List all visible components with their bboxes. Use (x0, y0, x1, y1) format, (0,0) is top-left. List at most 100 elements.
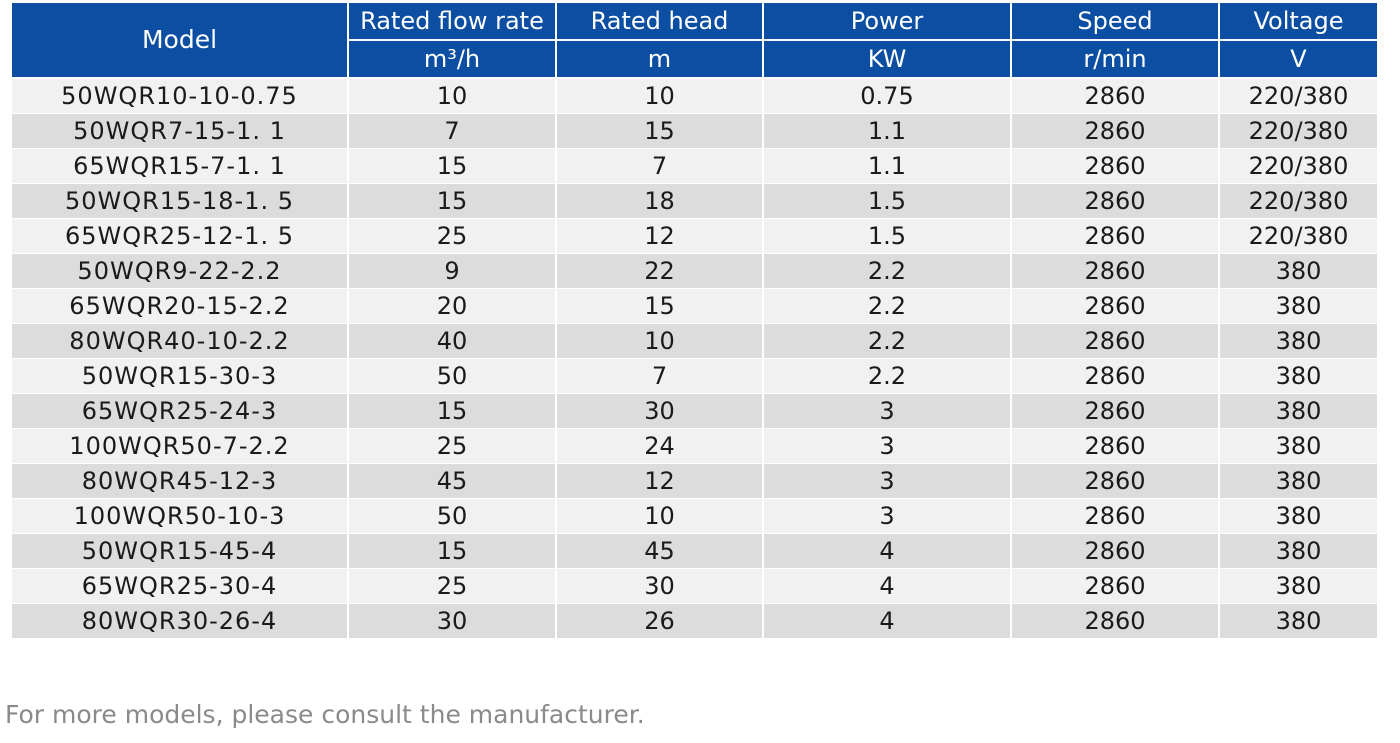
head-cell: 15 (555, 113, 764, 149)
voltage-cell: 220/380 (1218, 78, 1379, 114)
voltage-cell: 380 (1218, 568, 1379, 604)
table-row: 100WQR50-7-2.2 25 24 3 2860 380 (10, 428, 1379, 464)
model-cell: 100WQR50-7-2.2 (10, 428, 349, 464)
speed-cell: 2860 (1010, 463, 1220, 499)
flow-cell: 15 (347, 393, 557, 429)
model-cell: 50WQR15-45-4 (10, 533, 349, 569)
unit-voltage: V (1218, 39, 1379, 79)
footnote: For more models, please consult the manu… (5, 700, 645, 729)
table-row: 65WQR25-30-4 25 30 4 2860 380 (10, 568, 1379, 604)
power-cell: 4 (762, 533, 1012, 569)
table-row: 80WQR40-10-2.2 40 10 2.2 2860 380 (10, 323, 1379, 359)
voltage-cell: 380 (1218, 533, 1379, 569)
speed-cell: 2860 (1010, 393, 1220, 429)
flow-cell: 40 (347, 323, 557, 359)
column-header-power: Power (762, 1, 1012, 41)
power-cell: 0.75 (762, 78, 1012, 114)
unit-head: m (555, 39, 764, 79)
voltage-cell: 220/380 (1218, 183, 1379, 219)
model-cell: 80WQR45-12-3 (10, 463, 349, 499)
flow-cell: 9 (347, 253, 557, 289)
flow-cell: 30 (347, 603, 557, 639)
model-cell: 65WQR25-12-1. 5 (10, 218, 349, 254)
head-cell: 7 (555, 358, 764, 394)
head-cell: 26 (555, 603, 764, 639)
speed-cell: 2860 (1010, 533, 1220, 569)
pump-spec-table: Model Rated flow rate Rated head Power S… (10, 1, 1379, 639)
power-cell: 3 (762, 393, 1012, 429)
voltage-cell: 220/380 (1218, 218, 1379, 254)
flow-cell: 50 (347, 498, 557, 534)
table-row: 65WQR20-15-2.2 20 15 2.2 2860 380 (10, 288, 1379, 324)
unit-flow: m³/h (347, 39, 557, 79)
voltage-cell: 380 (1218, 323, 1379, 359)
head-cell: 15 (555, 288, 764, 324)
head-cell: 10 (555, 498, 764, 534)
table-row: 65WQR15-7-1. 1 15 7 1.1 2860 220/380 (10, 148, 1379, 184)
head-cell: 30 (555, 568, 764, 604)
flow-cell: 15 (347, 148, 557, 184)
head-cell: 12 (555, 218, 764, 254)
table-row: 50WQR7-15-1. 1 7 15 1.1 2860 220/380 (10, 113, 1379, 149)
power-cell: 3 (762, 428, 1012, 464)
speed-cell: 2860 (1010, 498, 1220, 534)
unit-power: KW (762, 39, 1012, 79)
model-cell: 100WQR50-10-3 (10, 498, 349, 534)
model-cell: 50WQR10-10-0.75 (10, 78, 349, 114)
speed-cell: 2860 (1010, 253, 1220, 289)
voltage-cell: 380 (1218, 253, 1379, 289)
voltage-cell: 220/380 (1218, 148, 1379, 184)
table-row: 80WQR30-26-4 30 26 4 2860 380 (10, 603, 1379, 639)
speed-cell: 2860 (1010, 603, 1220, 639)
flow-cell: 25 (347, 568, 557, 604)
power-cell: 1.1 (762, 113, 1012, 149)
voltage-cell: 380 (1218, 498, 1379, 534)
model-cell: 50WQR15-18-1. 5 (10, 183, 349, 219)
flow-cell: 15 (347, 183, 557, 219)
unit-speed: r/min (1010, 39, 1220, 79)
model-cell: 80WQR30-26-4 (10, 603, 349, 639)
flow-cell: 25 (347, 218, 557, 254)
voltage-cell: 380 (1218, 603, 1379, 639)
table-body: 50WQR10-10-0.75 10 10 0.75 2860 220/380 50WQR7… (10, 78, 1379, 639)
table-row: 50WQR10-10-0.75 10 10 0.75 2860 220/380 (10, 78, 1379, 114)
head-cell: 18 (555, 183, 764, 219)
voltage-cell: 380 (1218, 288, 1379, 324)
table-row: 50WQR15-18-1. 5 15 18 1.5 2860 220/380 (10, 183, 1379, 219)
speed-cell: 2860 (1010, 288, 1220, 324)
head-cell: 10 (555, 323, 764, 359)
speed-cell: 2860 (1010, 148, 1220, 184)
table-row: 50WQR9-22-2.2 9 22 2.2 2860 380 (10, 253, 1379, 289)
speed-cell: 2860 (1010, 218, 1220, 254)
speed-cell: 2860 (1010, 113, 1220, 149)
column-header-head: Rated head (555, 1, 764, 41)
model-cell: 50WQR7-15-1. 1 (10, 113, 349, 149)
flow-cell: 50 (347, 358, 557, 394)
flow-cell: 25 (347, 428, 557, 464)
flow-cell: 45 (347, 463, 557, 499)
model-cell: 65WQR25-30-4 (10, 568, 349, 604)
table-row: 65WQR25-24-3 15 30 3 2860 380 (10, 393, 1379, 429)
voltage-cell: 220/380 (1218, 113, 1379, 149)
head-cell: 45 (555, 533, 764, 569)
flow-cell: 10 (347, 78, 557, 114)
model-cell: 65WQR20-15-2.2 (10, 288, 349, 324)
column-header-model: Model (10, 1, 349, 79)
table-row: 100WQR50-10-3 50 10 3 2860 380 (10, 498, 1379, 534)
speed-cell: 2860 (1010, 78, 1220, 114)
power-cell: 3 (762, 498, 1012, 534)
head-cell: 22 (555, 253, 764, 289)
power-cell: 2.2 (762, 323, 1012, 359)
power-cell: 2.2 (762, 288, 1012, 324)
model-cell: 65WQR15-7-1. 1 (10, 148, 349, 184)
flow-cell: 7 (347, 113, 557, 149)
power-cell: 4 (762, 568, 1012, 604)
model-cell: 65WQR25-24-3 (10, 393, 349, 429)
unit-row: m³/h m KW r/min V (11, 39, 1379, 79)
head-cell: 12 (555, 463, 764, 499)
power-cell: 4 (762, 603, 1012, 639)
table-header: Model Rated flow rate Rated head Power S… (10, 1, 1379, 79)
speed-cell: 2860 (1010, 323, 1220, 359)
table-row: 80WQR45-12-3 45 12 3 2860 380 (10, 463, 1379, 499)
voltage-cell: 380 (1218, 463, 1379, 499)
